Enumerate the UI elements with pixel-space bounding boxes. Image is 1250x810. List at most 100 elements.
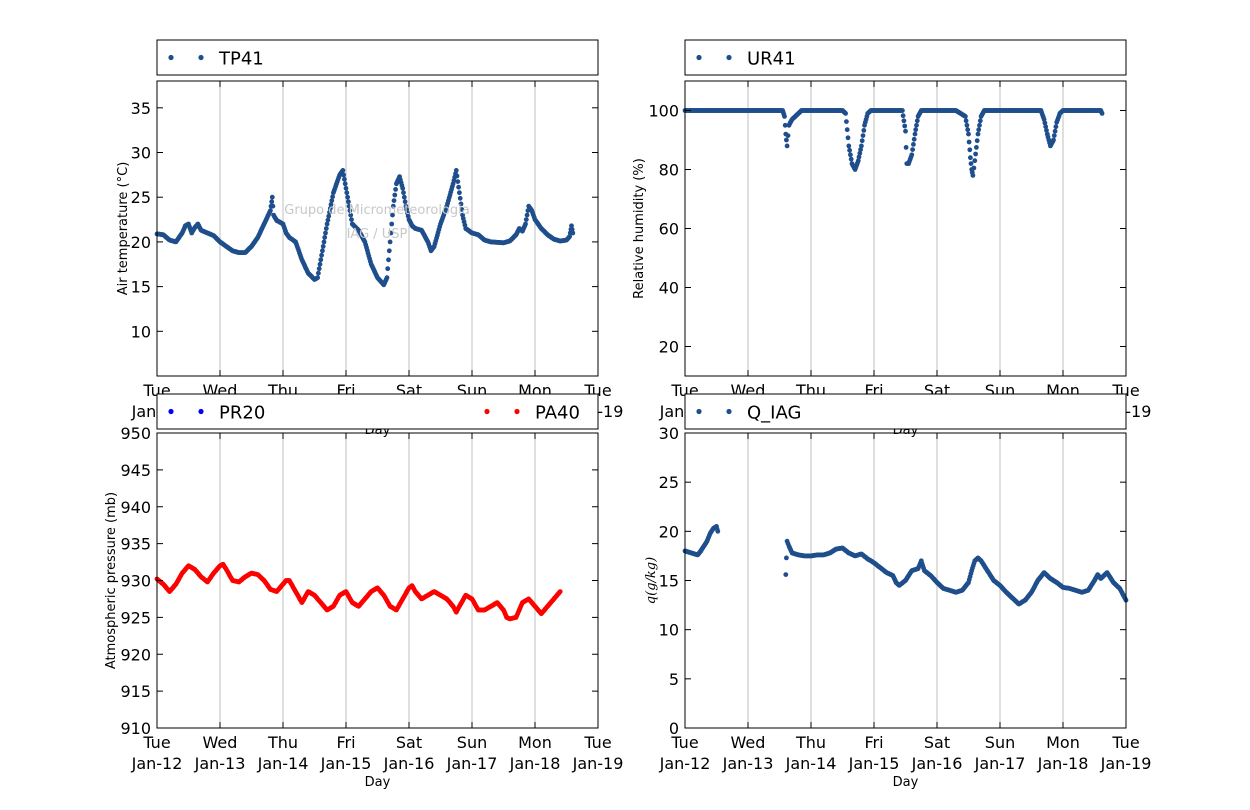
data-point <box>859 138 865 144</box>
data-point <box>966 131 971 137</box>
x-axis-label: Day <box>365 775 391 790</box>
y-tick-label: 0 <box>669 719 679 738</box>
x-tick-date: Jan-12 <box>659 754 711 773</box>
data-point <box>973 151 978 157</box>
y-tick-label: 25 <box>659 473 679 492</box>
data-point <box>847 147 852 153</box>
data-point <box>785 133 791 139</box>
data-point <box>326 213 332 219</box>
data-point <box>858 147 863 153</box>
data-point <box>912 131 918 137</box>
data-point <box>965 127 971 133</box>
data-point <box>316 270 321 276</box>
data-point <box>345 194 350 200</box>
x-tick-date: Jan-16 <box>383 754 435 773</box>
x-tick-day: Wed <box>203 733 238 752</box>
x-tick-date: Jan-18 <box>509 754 561 773</box>
data-point <box>914 122 919 128</box>
data-point <box>524 212 530 218</box>
series-pa40 <box>154 561 563 622</box>
chart-ur41: 20406080100TueJan-12WedJan-13ThuJan-14Fr… <box>632 80 1151 438</box>
x-tick-day: Sun <box>457 733 487 752</box>
data-point <box>1051 133 1057 139</box>
data-point <box>323 226 329 231</box>
data-point <box>327 206 333 211</box>
data-point <box>323 230 328 236</box>
y-axis-label: Air temperature (°C) <box>116 162 131 296</box>
watermark-text: Grupo de Micrometeorologia <box>284 203 470 218</box>
data-point <box>970 173 976 178</box>
data-point <box>523 221 528 227</box>
data-point <box>317 261 323 267</box>
chart-tp41: 101520253035TueJan-12WedJan-13ThuJan-14F… <box>116 80 623 438</box>
data-point <box>784 137 789 143</box>
data-point <box>974 145 979 150</box>
data-point <box>844 127 850 133</box>
y-tick-label: 920 <box>120 645 151 664</box>
data-point <box>346 203 352 209</box>
data-point <box>320 244 326 249</box>
data-point <box>914 118 920 124</box>
x-tick-day: Tue <box>1111 733 1139 752</box>
legend-marker <box>696 54 702 61</box>
data-point <box>322 235 328 240</box>
data-point <box>784 143 790 149</box>
data-point <box>964 122 970 128</box>
data-point <box>316 266 322 272</box>
x-tick-date: Jan-15 <box>848 754 900 773</box>
data-point <box>388 230 394 236</box>
legend-box <box>684 39 1127 76</box>
data-point <box>857 150 863 156</box>
data-point <box>848 152 853 158</box>
data-point <box>976 127 982 133</box>
legend-marker <box>168 408 174 415</box>
y-tick-label: 915 <box>120 682 151 701</box>
y-tick-label: 20 <box>131 233 151 252</box>
y-tick-label: 80 <box>659 161 679 180</box>
y-tick-label: 35 <box>131 99 151 118</box>
x-tick-date: Jan-19 <box>572 754 624 773</box>
data-point <box>967 147 973 153</box>
data-point <box>319 252 324 258</box>
data-point <box>458 201 464 207</box>
y-tick-label: 940 <box>120 498 151 517</box>
legend-tp41: TP41 <box>156 39 599 76</box>
legend-box <box>156 39 599 76</box>
data-point <box>457 195 463 201</box>
x-tick-day: Wed <box>731 733 766 752</box>
y-tick-label: 935 <box>120 535 151 554</box>
data-point <box>401 194 407 200</box>
data-point <box>341 172 346 178</box>
data-point <box>269 199 275 205</box>
data-point <box>910 147 915 153</box>
watermark-text: IAG / USP <box>347 227 408 242</box>
data-point <box>453 168 459 173</box>
data-point <box>340 168 346 173</box>
data-point <box>400 185 406 191</box>
x-tick-day: Tue <box>583 733 611 752</box>
series-q-iag <box>682 524 1129 607</box>
y-tick-label: 945 <box>120 461 151 480</box>
data-point <box>386 257 391 263</box>
data-point <box>902 123 908 129</box>
x-tick-day: Sat <box>396 733 422 752</box>
data-point <box>342 176 347 182</box>
data-point <box>391 198 397 204</box>
data-point <box>349 217 354 223</box>
data-point <box>523 217 529 223</box>
data-point <box>390 203 396 209</box>
data-point <box>844 119 849 124</box>
data-point <box>903 128 908 134</box>
legend-label: TP41 <box>218 49 264 70</box>
legend-marker <box>726 54 732 61</box>
data-point <box>569 227 575 232</box>
legend-marker <box>696 408 702 415</box>
legend-box <box>684 393 1127 430</box>
data-point <box>860 133 866 139</box>
data-point <box>972 158 978 164</box>
data-point <box>1043 124 1049 130</box>
legend-marker <box>198 408 204 415</box>
legend-marker <box>168 54 174 61</box>
series-tp41 <box>154 168 576 288</box>
